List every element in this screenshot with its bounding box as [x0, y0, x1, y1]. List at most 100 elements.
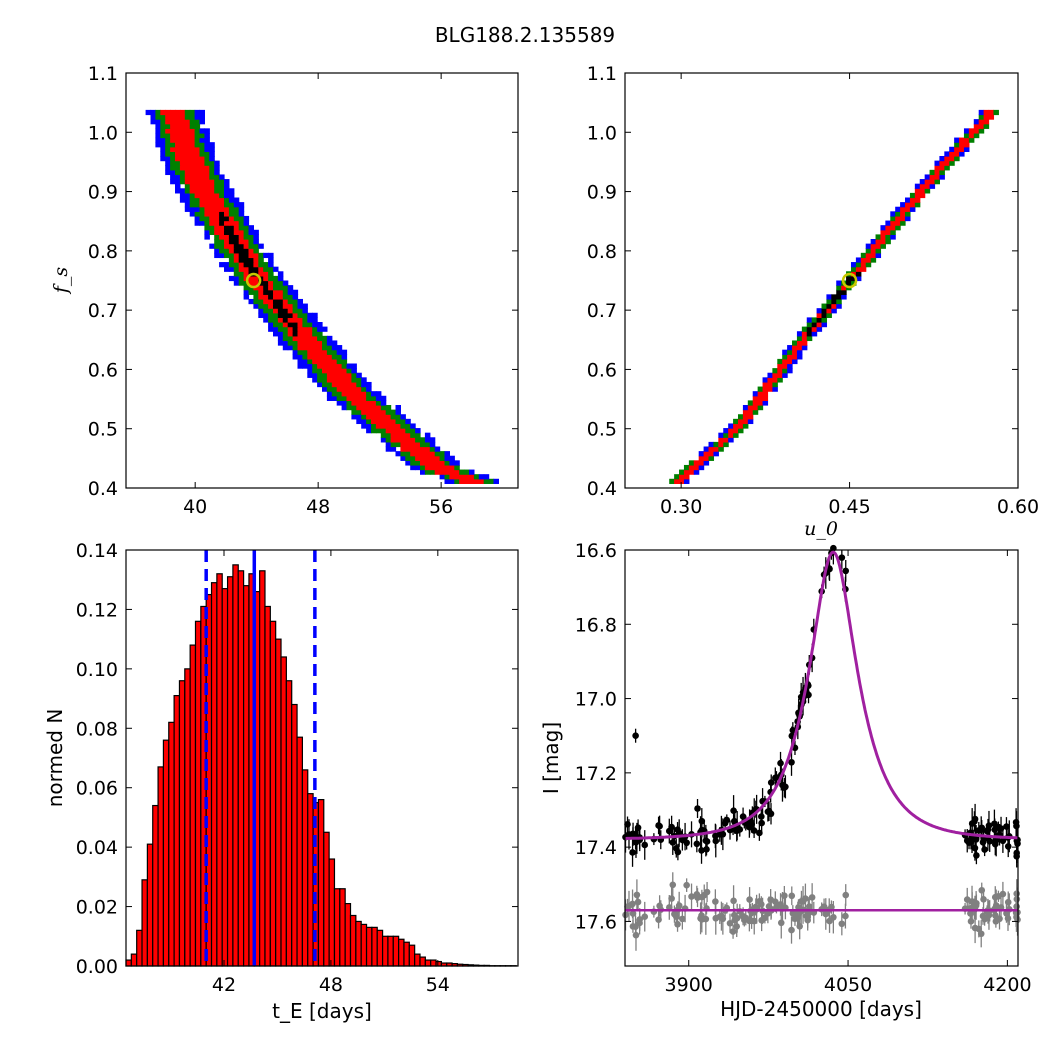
- cell-blue: [380, 400, 387, 406]
- cell-blue: [341, 405, 348, 411]
- cell-red: [390, 418, 397, 425]
- cell-green: [258, 262, 264, 268]
- cell-green: [331, 386, 338, 392]
- cell-blue: [449, 460, 455, 466]
- cell-black: [243, 262, 250, 268]
- cell-red: [895, 220, 901, 226]
- cell-blue: [954, 137, 960, 143]
- histogram-bar: [221, 588, 229, 967]
- cell-green: [199, 146, 205, 152]
- cell-red: [351, 395, 357, 401]
- cell-green: [733, 432, 739, 438]
- residual-point: [679, 915, 686, 923]
- cell-green: [292, 308, 299, 314]
- cell-blue: [821, 322, 828, 328]
- cell-red: [415, 446, 421, 452]
- residual-point: [773, 903, 780, 911]
- data-point: [758, 813, 765, 820]
- cell-green: [371, 395, 377, 401]
- cell-red: [214, 197, 220, 203]
- cell-blue: [361, 377, 367, 383]
- cell-red: [787, 358, 793, 365]
- cell-green: [287, 298, 294, 305]
- cell-blue: [341, 400, 348, 406]
- plot-frame: [125, 72, 519, 489]
- cell-blue: [224, 266, 230, 272]
- cell-red: [366, 405, 372, 411]
- residual-point: [838, 920, 846, 928]
- cell-blue: [238, 206, 245, 212]
- residual-point: [656, 902, 663, 910]
- cell-blue: [934, 160, 940, 166]
- cell-blue: [292, 349, 299, 355]
- y-tick-label: 0.04: [76, 837, 118, 859]
- cell-red: [331, 368, 338, 374]
- cell-red: [214, 206, 220, 212]
- cell-black: [841, 289, 847, 295]
- cell-red: [850, 271, 857, 277]
- best-fit-marker: [245, 272, 262, 289]
- cell-blue: [772, 386, 778, 392]
- cell-red: [170, 109, 176, 116]
- histogram-bar: [184, 668, 191, 967]
- cell-green: [297, 308, 303, 314]
- cell-blue: [233, 202, 240, 208]
- cell-red: [322, 363, 328, 369]
- cell-blue: [331, 395, 338, 401]
- cell-black: [228, 234, 235, 240]
- cell-black: [253, 266, 259, 272]
- cell-red: [395, 432, 401, 438]
- y-tick-label: 0.5: [587, 419, 617, 441]
- data-point: [971, 815, 979, 823]
- cell-red: [934, 174, 940, 180]
- cell-blue: [292, 289, 299, 295]
- cell-green: [243, 234, 250, 240]
- histogram-bar: [152, 804, 159, 967]
- cell-red: [385, 414, 392, 420]
- cell-red: [733, 423, 739, 429]
- cell-green: [160, 132, 166, 139]
- cell-green: [253, 294, 259, 300]
- cell-red: [199, 192, 205, 199]
- cell-black: [806, 331, 813, 337]
- cell-green: [375, 428, 382, 434]
- cell-green: [855, 262, 862, 268]
- cell-blue: [209, 156, 215, 162]
- cell-green: [424, 469, 431, 475]
- cell-green: [307, 358, 313, 365]
- cell-green: [723, 441, 729, 448]
- cell-green: [282, 326, 289, 332]
- cell-red: [371, 409, 377, 415]
- cell-black: [238, 243, 245, 249]
- cell-green: [993, 109, 999, 116]
- cell-red: [302, 345, 308, 351]
- cell-red: [238, 266, 245, 272]
- cell-red: [703, 455, 710, 461]
- cell-red: [184, 179, 191, 185]
- cell-red: [698, 460, 705, 466]
- cell-black: [806, 326, 813, 332]
- cell-blue: [199, 109, 205, 116]
- cell-green: [165, 123, 171, 129]
- cell-red: [194, 146, 201, 152]
- cell-blue: [209, 142, 215, 148]
- cell-blue: [307, 363, 313, 369]
- cell-red: [371, 418, 377, 425]
- cell-blue: [890, 234, 896, 240]
- cell-green: [949, 160, 955, 166]
- cell-red: [297, 335, 303, 342]
- cell-green: [263, 308, 269, 314]
- cell-red: [184, 156, 191, 162]
- residual-point: [719, 915, 727, 923]
- cell-red: [420, 460, 426, 466]
- cell-red: [194, 174, 201, 180]
- histogram-bar: [136, 929, 143, 967]
- cell-green: [826, 298, 832, 305]
- data-point: [736, 826, 744, 833]
- cell-green: [238, 220, 245, 226]
- cell-blue: [165, 169, 171, 176]
- cell-green: [410, 455, 416, 461]
- cell-red: [772, 377, 778, 383]
- cell-green: [209, 160, 215, 166]
- cell-black: [277, 308, 284, 314]
